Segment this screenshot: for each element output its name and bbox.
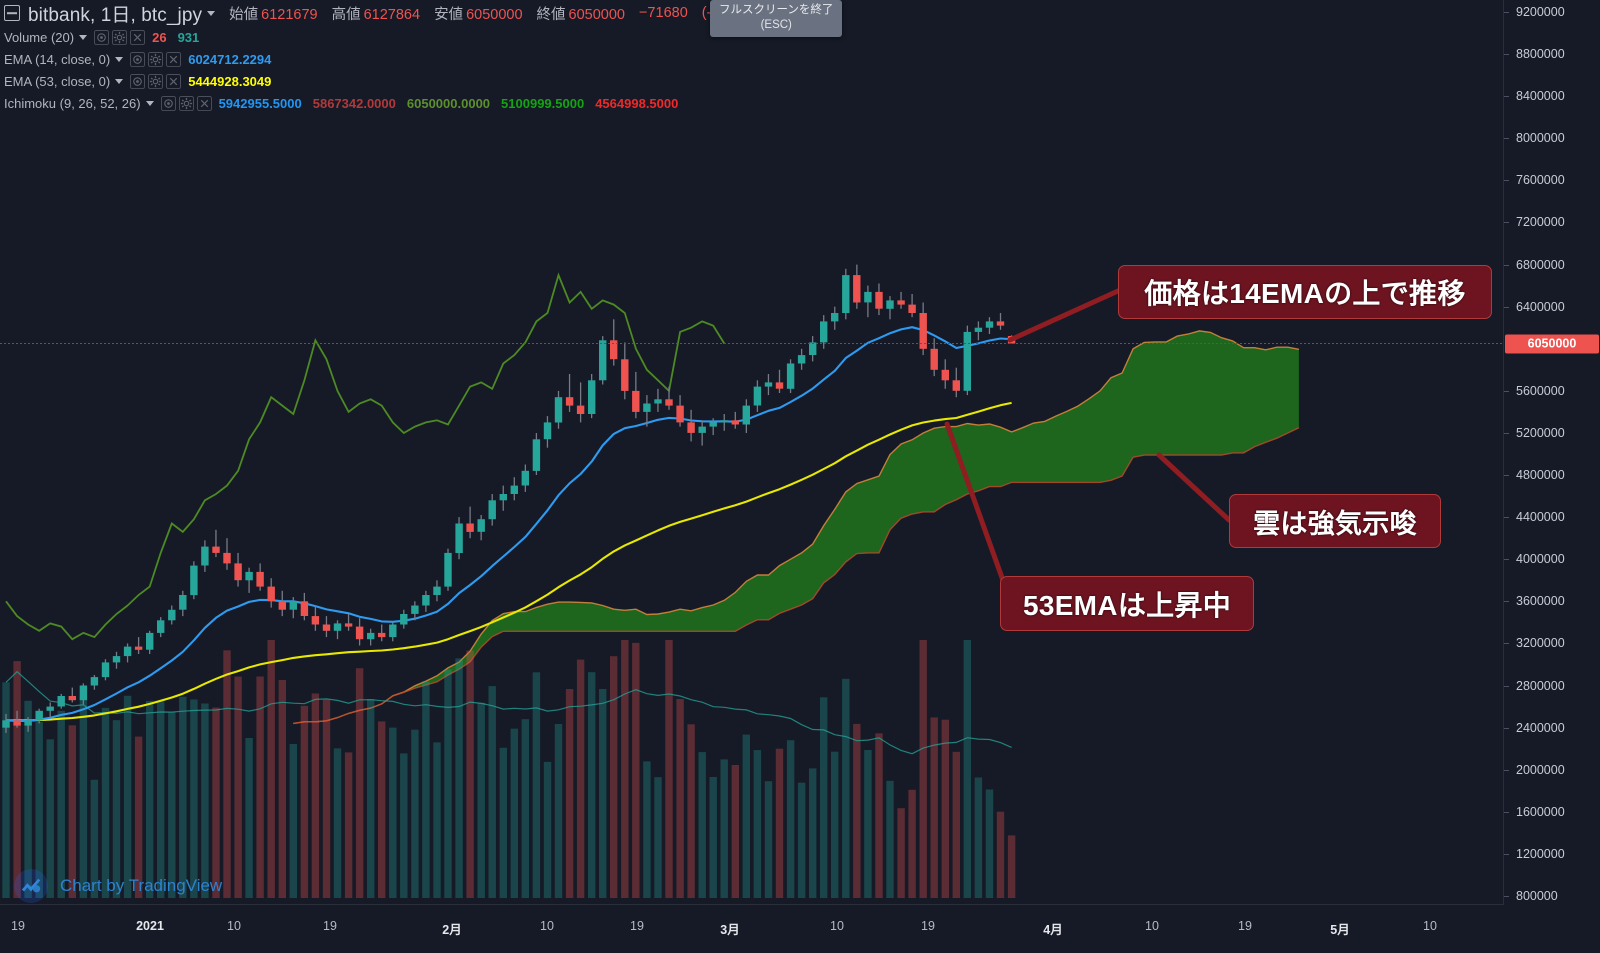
- time-tick-label-13: 5月: [1330, 923, 1350, 937]
- chart-plot-area[interactable]: [0, 0, 1504, 905]
- price-tick-label: 8000000: [1516, 131, 1565, 146]
- time-scale[interactable]: 19 2021 10 19 2月 10 19 3月 10 19 4月 10 19 5月 10: [0, 904, 1504, 953]
- price-tick-label: 4000000: [1516, 552, 1565, 567]
- price-tick-label: 9200000: [1516, 5, 1565, 19]
- leader-ema53-rising: [944, 421, 1013, 603]
- price-tick: [1504, 559, 1509, 561]
- price-tick: [1504, 727, 1509, 729]
- price-tick-label: 5600000: [1516, 383, 1565, 398]
- anno-ema53-rising[interactable]: 53EMAは上昇中: [1000, 576, 1254, 631]
- price-tick: [1504, 685, 1509, 687]
- price-tick: [1504, 264, 1509, 266]
- tradingview-brand-label: Chart by TradingView: [60, 876, 223, 895]
- price-tick: [1504, 517, 1509, 519]
- chart-canvas: [0, 264, 1504, 898]
- price-tick-label: 3600000: [1516, 594, 1565, 609]
- current-price-badge: 6050000: [1505, 334, 1599, 353]
- time-tick-label-7: 3月: [720, 923, 740, 937]
- time-tick-label-6: 19: [630, 919, 644, 933]
- time-tick-label-4: 2月: [442, 923, 462, 937]
- price-tick: [1504, 601, 1509, 603]
- ema53-line: [5, 401, 1012, 722]
- price-tick-label: 6400000: [1516, 299, 1565, 314]
- time-tick-label-5: 10: [540, 919, 554, 933]
- annotation-text: 53EMAは上昇中: [1022, 589, 1232, 621]
- price-tick-label: 800000: [1516, 889, 1558, 903]
- price-scale[interactable]: 6050000 9200000 8800000 8400000 8000000 7600…: [1503, 0, 1600, 905]
- price-tick: [1504, 306, 1509, 308]
- tradingview-logo-icon: [14, 869, 48, 903]
- ichimoku-cloud: [293, 330, 1299, 724]
- price-tick-label: 7600000: [1516, 173, 1565, 188]
- price-tick-label: 7200000: [1516, 215, 1565, 230]
- time-tick-label-1: 2021: [136, 919, 164, 933]
- price-tick: [1504, 475, 1509, 477]
- tradingview-watermark: Chart by TradingView: [14, 869, 222, 903]
- price-tick-label: 4400000: [1516, 510, 1565, 525]
- price-tick: [1504, 896, 1509, 897]
- price-tick: [1504, 643, 1509, 645]
- time-tick-label-0: 19: [11, 919, 25, 933]
- price-tick-label: 1200000: [1516, 846, 1565, 861]
- time-tick-label-12: 19: [1238, 919, 1252, 933]
- price-tick: [1504, 96, 1509, 98]
- leader-price-above-ema14: [1007, 288, 1121, 343]
- tooltip-line-1: フルスクリーンを終了: [719, 4, 834, 16]
- time-tick-label-8: 10: [830, 919, 844, 933]
- price-tick-label: 2800000: [1516, 678, 1565, 693]
- time-tick-label-3: 19: [323, 919, 337, 933]
- price-tick-label: 2000000: [1516, 762, 1565, 777]
- price-tick-label: 4800000: [1516, 468, 1565, 483]
- price-tick-label: 2400000: [1516, 720, 1565, 735]
- time-tick-label-11: 10: [1145, 919, 1159, 933]
- price-tick-label: 8400000: [1516, 89, 1565, 104]
- price-tick: [1504, 54, 1509, 56]
- senkou-span-a-line: [293, 330, 1300, 725]
- annotation-text: 雲は強気示唆: [1253, 508, 1417, 539]
- leader-cloud-bullish: [1156, 452, 1232, 523]
- price-tick: [1504, 138, 1509, 140]
- price-tick: [1504, 432, 1509, 434]
- time-tick-label-10: 4月: [1043, 923, 1063, 937]
- candlestick-series: [2, 264, 1016, 733]
- price-tick: [1504, 180, 1509, 182]
- senkou-span-b-line: [293, 427, 1300, 725]
- volume-series: [2, 640, 1016, 898]
- price-tick: [1504, 853, 1509, 855]
- price-tick: [1504, 769, 1509, 771]
- price-tick: [1504, 390, 1509, 392]
- annotation-text: 価格は14EMAの上で推移: [1144, 278, 1466, 309]
- price-tick-label: 3200000: [1516, 636, 1565, 651]
- anno-price-above-ema14[interactable]: 価格は14EMAの上で推移: [1118, 265, 1492, 319]
- volume-ma-line: [5, 670, 1012, 755]
- chikou-span-line: [5, 272, 726, 641]
- price-tick-label: 6800000: [1516, 257, 1565, 272]
- price-tick-label: 5200000: [1516, 425, 1565, 440]
- ema14-line: [5, 326, 1012, 723]
- price-tick-label: 1600000: [1516, 804, 1565, 819]
- price-tick: [1504, 811, 1509, 813]
- tooltip-line-2: (ESC): [760, 19, 792, 31]
- anno-cloud-bullish[interactable]: 雲は強気示唆: [1229, 494, 1441, 548]
- price-tick-label: 8800000: [1516, 47, 1565, 62]
- price-tick: [1504, 222, 1509, 224]
- exit-fullscreen-tooltip: フルスクリーンを終了 (ESC): [710, 0, 843, 37]
- time-tick-label-14: 10: [1423, 919, 1437, 933]
- price-tick: [1504, 12, 1509, 13]
- time-tick-label-2: 10: [227, 919, 241, 933]
- time-tick-label-9: 19: [921, 919, 935, 933]
